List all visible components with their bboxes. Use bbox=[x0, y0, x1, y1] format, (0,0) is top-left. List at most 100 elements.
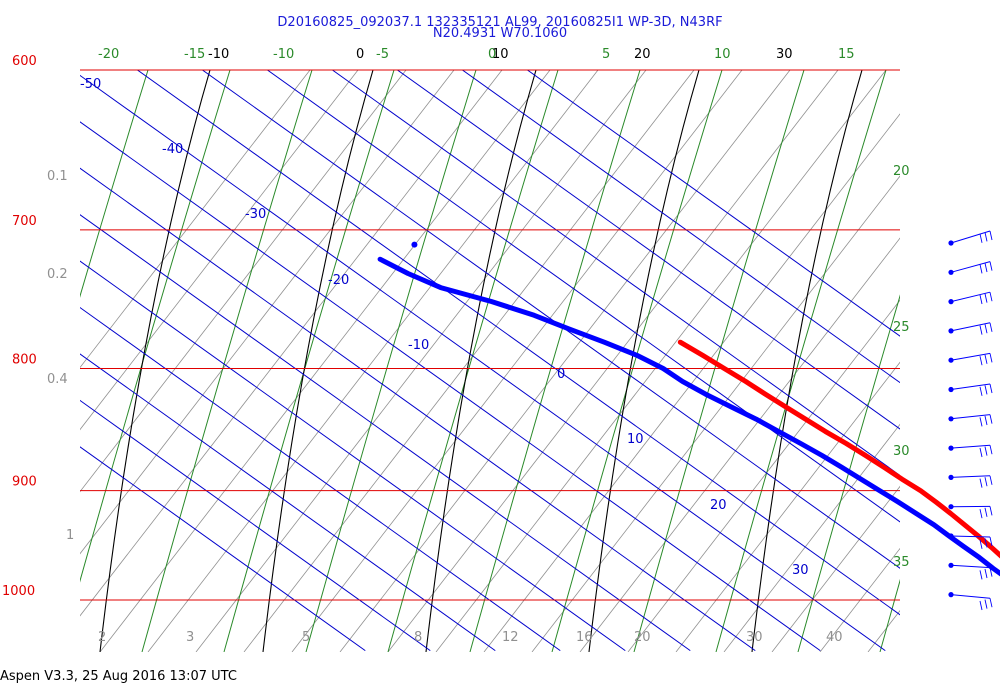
mixing-ratio-label: 3 bbox=[186, 630, 194, 645]
isotherm-line bbox=[267, 70, 900, 523]
mixing-ratio-line bbox=[819, 547, 900, 652]
wind-barb-staff bbox=[950, 444, 991, 449]
mixing-ratio-label: 0.4 bbox=[47, 372, 68, 387]
isotherm-line bbox=[397, 70, 900, 430]
chart-grid bbox=[80, 70, 900, 652]
wind-barb-feather bbox=[989, 567, 993, 577]
mixing-ratio-line bbox=[627, 299, 900, 652]
wind-barb-staff bbox=[950, 352, 991, 361]
wind-barb-staff bbox=[950, 383, 991, 390]
wind-barb-staff bbox=[950, 414, 991, 420]
mixing-ratio-label: 30 bbox=[746, 630, 763, 645]
moist-adiabat-right-label: 20 bbox=[893, 164, 910, 179]
mixing-ratio-label: 0.2 bbox=[47, 267, 68, 282]
wind-barb-staff bbox=[950, 261, 991, 273]
isotherm-label: -50 bbox=[80, 77, 101, 92]
dry-adiabat-top-label: 20 bbox=[634, 47, 651, 62]
isotherm-line bbox=[80, 214, 691, 652]
wind-barb-feather bbox=[984, 568, 988, 579]
moist-adiabat-right-label: 30 bbox=[893, 444, 910, 459]
moist-adiabat-right-label: 35 bbox=[893, 555, 910, 570]
isotherm-line bbox=[80, 74, 886, 652]
wind-barb-feather bbox=[979, 417, 983, 427]
header-coordinates: N20.4931 W70.1060 bbox=[432, 26, 568, 41]
temperature-profile bbox=[677, 339, 1000, 559]
header-title: D20160825_092037.1 132335121 AL99, 20160… bbox=[277, 15, 723, 30]
mixing-ratio-line bbox=[80, 70, 407, 493]
moist-adiabat-line bbox=[469, 70, 641, 652]
mixing-ratio-label: 0.1 bbox=[47, 169, 68, 184]
wind-barb bbox=[948, 592, 993, 611]
mixing-ratio-label: 5 bbox=[302, 630, 310, 645]
wind-barb-feather bbox=[984, 446, 988, 456]
wind-barb-staff bbox=[950, 230, 991, 244]
isotherm-labels: -50 -40 -30 -20 -10 0 10 20 30 bbox=[80, 77, 809, 578]
moist-adiabat-line bbox=[305, 70, 477, 652]
dry-adiabat-line bbox=[588, 70, 700, 652]
mixing-ratio-labels: 0.10.20.412 3 5 8 12 16 20 30 40 bbox=[47, 169, 843, 645]
right-moist-adiabat-labels: 20 25 30 35 bbox=[893, 164, 910, 570]
mixing-ratio-line bbox=[80, 70, 455, 555]
wind-barb-feather bbox=[984, 232, 988, 242]
mixing-ratio-line bbox=[291, 70, 743, 652]
wind-barbs bbox=[948, 230, 993, 611]
wind-barb-feather bbox=[979, 233, 983, 243]
dry-adiabat-top-label: 10 bbox=[492, 47, 509, 62]
isobar-label: 800 bbox=[12, 352, 37, 367]
wind-barb-feather bbox=[989, 322, 993, 332]
isotherm-label: 30 bbox=[792, 563, 809, 578]
isobar-labels: 600 700 800 900 1000 bbox=[2, 54, 37, 599]
isobar-label: 600 bbox=[12, 54, 37, 69]
mixing-ratio-line bbox=[531, 175, 900, 652]
wind-barb bbox=[948, 444, 993, 458]
mixing-ratio-label: 8 bbox=[414, 630, 422, 645]
isobar-label: 700 bbox=[12, 214, 37, 229]
mixing-ratio-label: 20 bbox=[634, 630, 651, 645]
wind-barb-feather bbox=[979, 570, 983, 580]
wind-barb-feather bbox=[984, 354, 988, 364]
wind-barb-staff bbox=[950, 564, 991, 569]
moist-adiabat-line bbox=[551, 70, 723, 652]
mixing-ratio-label: 1 bbox=[66, 528, 74, 543]
wind-barb-feather bbox=[979, 600, 983, 611]
isotherm-line bbox=[332, 70, 900, 477]
isotherm-line bbox=[80, 260, 626, 652]
isotherm-line bbox=[202, 70, 900, 569]
top-adiabat-labels: -20 -15 -10 -5 0 5 10 15-10 0 10 20 30 bbox=[98, 47, 855, 62]
isotherm-label: -30 bbox=[245, 207, 266, 222]
wind-barb-feather bbox=[984, 324, 988, 334]
isotherm-line bbox=[80, 446, 366, 652]
wind-barb-feather bbox=[989, 536, 993, 547]
mixing-ratio-line bbox=[387, 70, 839, 652]
wind-barb-feather bbox=[989, 475, 993, 485]
wind-barb-staff bbox=[950, 475, 991, 478]
wind-barb-feather bbox=[989, 445, 993, 455]
moist-adiabat-line bbox=[387, 70, 559, 652]
wind-barb-feather bbox=[979, 478, 983, 488]
mixing-ratio-line bbox=[339, 70, 791, 652]
wind-barb bbox=[948, 504, 993, 519]
wind-barb-feather bbox=[984, 477, 988, 487]
wind-barb-feather bbox=[984, 507, 988, 517]
wind-barb-feather bbox=[989, 414, 993, 424]
mixing-ratio-line bbox=[80, 70, 311, 369]
wind-barb-feather bbox=[984, 538, 988, 548]
moist-adiabat-right-label: 25 bbox=[893, 320, 910, 335]
wind-barb-feather bbox=[989, 383, 993, 394]
wind-barb-staff bbox=[950, 322, 991, 332]
wind-barb bbox=[948, 261, 993, 275]
mixing-ratio-line bbox=[723, 423, 900, 652]
dry-adiabat-top-label: 0 bbox=[356, 47, 364, 62]
wind-barb-feather bbox=[984, 415, 988, 426]
wind-barb-feather bbox=[989, 292, 993, 302]
moist-adiabat-line bbox=[80, 70, 149, 298]
wind-barb bbox=[948, 562, 993, 580]
mixing-ratio-label: 40 bbox=[826, 630, 843, 645]
isotherm-line bbox=[80, 167, 756, 652]
wind-barb bbox=[948, 291, 993, 305]
isobar-label: 1000 bbox=[2, 584, 35, 599]
isobar-lines bbox=[80, 69, 900, 601]
moist-adiabat-line bbox=[141, 70, 313, 652]
dry-adiabat-line bbox=[262, 70, 374, 652]
wind-barb bbox=[948, 352, 993, 366]
